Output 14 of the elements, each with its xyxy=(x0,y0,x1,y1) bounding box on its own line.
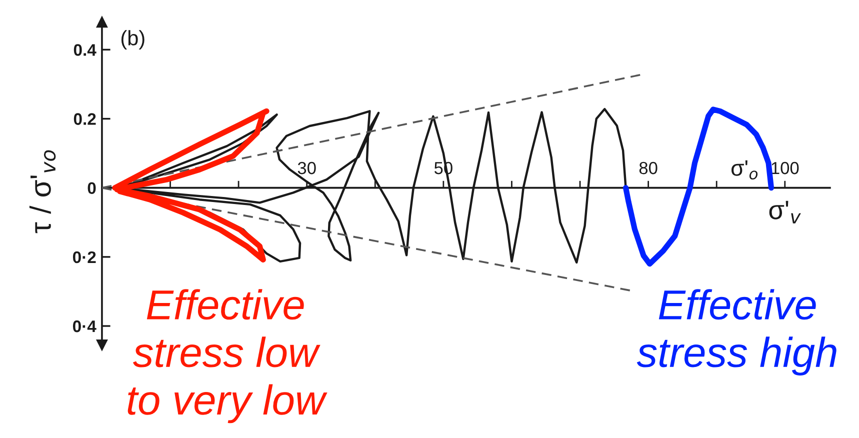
x-axis-title: σ'$_{v}$ xyxy=(769,200,801,224)
y-tick-label: 0 xyxy=(88,182,96,194)
series-label: Effective stress low to very low xyxy=(128,289,328,424)
y-tick-label: 0·2 xyxy=(72,251,96,264)
annotation: σ'$_{o}$ xyxy=(732,160,758,180)
y-tick-label: 0.2 xyxy=(74,113,96,125)
x-tick-label: 80 xyxy=(639,162,658,174)
annotation: (b) xyxy=(121,30,144,50)
series-label: Effective stress high xyxy=(636,289,836,376)
y-tick-label: 0·4 xyxy=(72,320,96,332)
x-tick-label: 100 xyxy=(772,162,799,174)
y-tick-label: 0.4 xyxy=(74,44,96,56)
x-tick-label: 30 xyxy=(298,162,316,174)
y-axis-title: τ / σ'$_{vo}$ xyxy=(29,150,56,234)
